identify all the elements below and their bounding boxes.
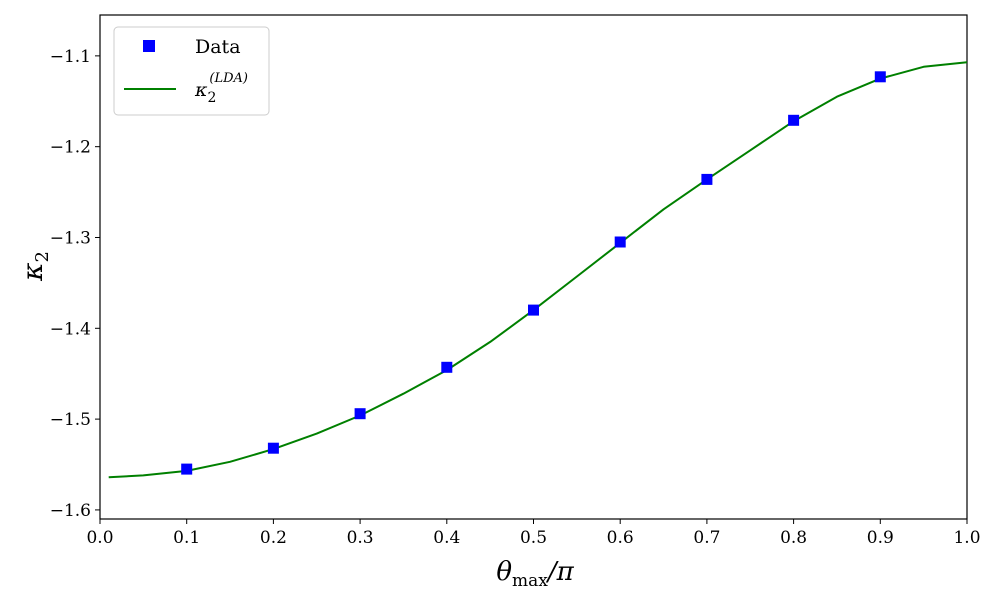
x-tick-label: 0.8 — [780, 528, 807, 548]
x-axis-label-suffix: /π — [545, 557, 575, 587]
y-tick-label: −1.4 — [50, 319, 91, 339]
x-tick-label: 0.1 — [173, 528, 200, 548]
y-tick-label: −1.2 — [50, 138, 91, 158]
data-point — [441, 361, 453, 373]
y-axis-label: κ2 — [16, 251, 53, 282]
legend-line-label-main: κ — [194, 79, 208, 101]
data-marker-layer — [181, 71, 886, 475]
x-axis-label-sub: max — [512, 571, 548, 591]
data-point — [528, 304, 539, 316]
x-axis-ticks: 0.0 0.1 0.2 0.3 0.4 0.5 0.6 0.7 0.8 0.9 1.0 — [86, 519, 981, 548]
data-point — [874, 71, 886, 83]
legend-line-label: κ2 (LDA) — [194, 71, 248, 106]
y-tick-label: −1.6 — [50, 501, 91, 521]
legend-data-label: Data — [195, 36, 241, 58]
x-tick-label: 0.2 — [260, 528, 287, 548]
lda-line-layer — [108, 61, 968, 479]
x-tick-label: 0.6 — [607, 528, 634, 548]
x-tick-label: 0.5 — [520, 528, 547, 548]
y-tick-label: −1.5 — [50, 410, 91, 430]
data-point — [354, 408, 366, 420]
y-tick-label: −1.1 — [50, 47, 91, 67]
data-point — [701, 173, 713, 185]
y-tick-label: −1.3 — [50, 228, 91, 248]
legend-data-marker — [143, 40, 155, 52]
x-axis-label: θmax/π — [496, 557, 574, 591]
x-tick-label: 0.3 — [347, 528, 374, 548]
y-axis-label-main: κ — [16, 263, 49, 282]
y-axis-label-sub: 2 — [32, 251, 53, 262]
x-tick-label: 0.7 — [693, 528, 720, 548]
x-tick-label: 0.4 — [433, 528, 460, 548]
data-point — [788, 114, 800, 126]
legend: Data κ2 (LDA) — [113, 26, 270, 116]
data-point — [614, 236, 626, 248]
legend-line-label-sup: (LDA) — [209, 71, 248, 86]
legend-line-label-sub: 2 — [207, 90, 216, 106]
y-axis-ticks: −1.6 −1.5 −1.4 −1.3 −1.2 −1.1 — [50, 47, 100, 521]
lda-line — [108, 61, 968, 479]
x-axis-label-main: θ — [496, 557, 512, 587]
x-tick-label: 0.0 — [86, 528, 113, 548]
x-tick-label: 1.0 — [953, 528, 980, 548]
data-point — [267, 442, 279, 454]
x-tick-label: 0.9 — [867, 528, 894, 548]
data-point — [181, 463, 193, 475]
